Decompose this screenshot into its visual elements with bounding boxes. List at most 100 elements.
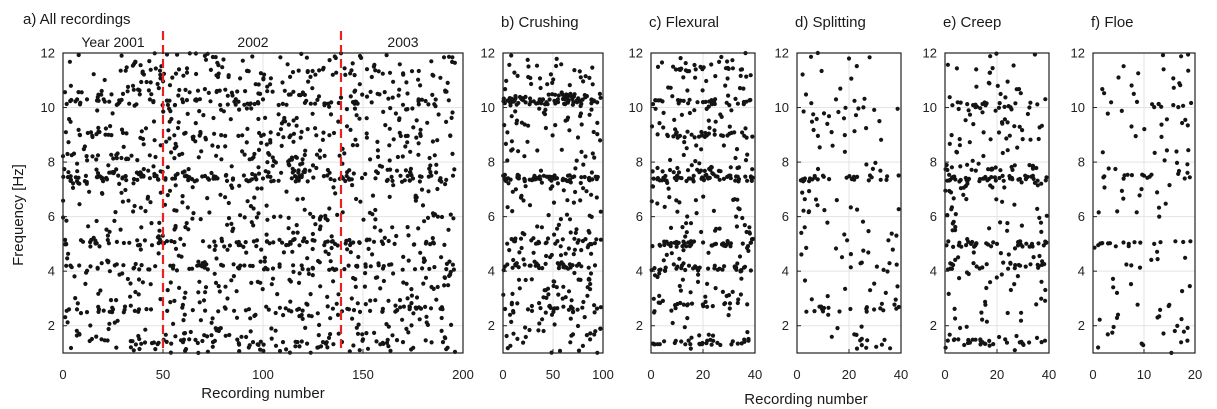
data-point (669, 251, 674, 256)
data-point (416, 68, 421, 74)
data-point (678, 288, 684, 293)
data-point (535, 176, 541, 181)
data-point (741, 86, 746, 91)
data-point (140, 69, 145, 74)
data-point (310, 238, 315, 243)
data-point (589, 101, 594, 106)
data-point (854, 64, 859, 69)
data-point (673, 306, 678, 311)
data-point (741, 102, 746, 107)
data-point (1185, 325, 1190, 330)
data-point (887, 261, 892, 266)
data-point (594, 195, 599, 200)
data-point (231, 274, 236, 279)
x-tick-label: 100 (592, 367, 614, 382)
data-point (580, 238, 586, 244)
data-point (1000, 121, 1005, 126)
data-point (693, 159, 698, 164)
data-point (701, 240, 706, 245)
data-point (350, 61, 355, 66)
data-point (304, 301, 309, 306)
data-point (713, 119, 718, 124)
data-point (679, 339, 684, 344)
data-point (1008, 287, 1014, 293)
data-point (957, 137, 962, 142)
data-point (811, 112, 816, 117)
data-point (734, 147, 740, 152)
data-point (681, 248, 686, 253)
data-point (212, 247, 217, 252)
data-point (280, 80, 285, 85)
data-point (589, 107, 594, 112)
data-point (300, 266, 305, 272)
data-point (278, 55, 283, 60)
data-point (409, 347, 414, 352)
data-point (199, 149, 204, 154)
data-point (295, 197, 300, 202)
data-point (719, 114, 724, 119)
y-tick-label: 6 (488, 209, 495, 224)
data-point (991, 342, 996, 347)
data-point (278, 214, 283, 219)
y-tick-label: 12 (1071, 46, 1085, 61)
data-point (242, 102, 247, 107)
data-point (288, 299, 293, 304)
data-point (326, 335, 332, 340)
data-point (434, 170, 439, 175)
data-point (1158, 240, 1163, 245)
data-point (546, 213, 551, 218)
data-point (443, 336, 448, 341)
data-point (959, 244, 964, 249)
data-point (664, 239, 669, 244)
data-point (328, 112, 334, 117)
data-point (439, 255, 444, 260)
data-point (303, 148, 308, 153)
data-point (413, 198, 418, 203)
data-point (407, 307, 412, 312)
data-point (210, 143, 215, 148)
data-point (849, 76, 854, 81)
data-point (308, 101, 313, 106)
data-point (678, 67, 683, 72)
data-point (388, 167, 393, 172)
data-point (273, 310, 278, 316)
data-point (428, 306, 434, 311)
data-point (412, 242, 417, 247)
data-point (946, 291, 951, 296)
data-point (143, 126, 149, 131)
data-point (363, 302, 368, 307)
data-point (1133, 134, 1138, 139)
data-point (430, 139, 435, 144)
data-point (128, 281, 133, 286)
data-point (563, 251, 568, 256)
data-point (664, 178, 669, 183)
data-point (728, 241, 733, 246)
data-point (364, 331, 369, 336)
data-point (330, 306, 335, 311)
data-point (123, 187, 128, 193)
data-point (688, 239, 694, 244)
data-point (990, 66, 995, 71)
data-point (551, 77, 556, 82)
data-point (418, 83, 423, 88)
data-point (1139, 187, 1144, 192)
data-point (565, 173, 571, 178)
data-point (136, 292, 141, 297)
y-tick-label: 12 (481, 46, 495, 61)
data-point (94, 218, 99, 224)
data-point (64, 263, 69, 268)
data-point (288, 74, 293, 79)
data-point (122, 307, 127, 312)
data-point (729, 108, 734, 113)
data-point (256, 91, 261, 96)
data-point (1031, 255, 1036, 260)
data-point (447, 273, 452, 278)
data-point (424, 314, 429, 319)
data-point (386, 344, 391, 349)
data-point (342, 151, 347, 156)
data-point (193, 139, 198, 144)
data-point (180, 170, 185, 175)
data-point (306, 267, 311, 272)
data-point (1182, 176, 1187, 181)
y-tick-label: 2 (782, 318, 789, 333)
